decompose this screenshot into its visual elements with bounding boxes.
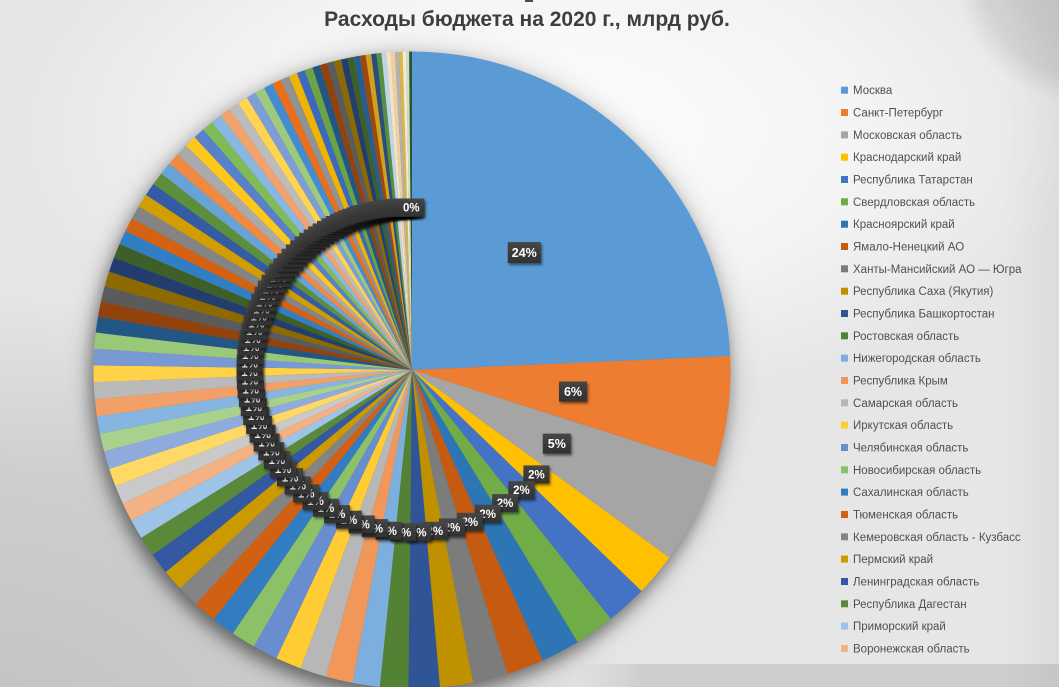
svg-text:2%: 2% — [479, 509, 496, 521]
svg-text:Новосибирская область: Новосибирская область — [853, 465, 981, 477]
svg-text:Ростовская область: Ростовская область — [853, 331, 959, 343]
svg-text:2%: 2% — [497, 498, 514, 510]
svg-text:Сахалинская область: Сахалинская область — [853, 487, 969, 499]
svg-text:Челябинская область: Челябинская область — [853, 443, 968, 455]
svg-text:2%: 2% — [461, 517, 478, 529]
svg-text:Московская область: Московская область — [853, 130, 962, 142]
svg-text:Воронежская область: Воронежская область — [853, 644, 970, 656]
svg-text:2%: 2% — [528, 470, 545, 482]
svg-text:Нижегородская область: Нижегородская область — [853, 353, 981, 365]
svg-text:Самарская область: Самарская область — [853, 398, 958, 410]
svg-text:Иркутская область: Иркутская область — [853, 420, 953, 432]
svg-text:Москва: Москва — [853, 85, 893, 97]
svg-text:Республика Крым: Республика Крым — [853, 376, 948, 388]
svg-text:2%: 2% — [444, 523, 461, 535]
svg-text:0%: 0% — [403, 203, 420, 215]
svg-text:Тюменская область: Тюменская область — [853, 510, 958, 522]
svg-text:Кемеровская область - Кузбасс: Кемеровская область - Кузбасс — [853, 532, 1021, 544]
svg-text:Пермский край: Пермский край — [853, 554, 933, 566]
svg-text:Приморский край: Приморский край — [853, 621, 946, 633]
svg-text:Республика Татарстан: Республика Татарстан — [853, 175, 973, 187]
svg-text:Краснодарский край: Краснодарский край — [853, 152, 961, 164]
svg-text:6%: 6% — [564, 385, 582, 399]
svg-text:Ленинградская область: Ленинградская область — [853, 577, 979, 589]
svg-text:5%: 5% — [548, 437, 566, 451]
svg-text:Республика Саха (Якутия): Республика Саха (Якутия) — [853, 286, 994, 298]
svg-text:Ямало-Ненецкий АО: Ямало-Ненецкий АО — [853, 242, 964, 254]
svg-text:Ханты-Мансийский АО — Югра: Ханты-Мансийский АО — Югра — [853, 264, 1022, 276]
svg-text:Республика Башкортостан: Республика Башкортостан — [853, 309, 995, 321]
svg-text:Свердловская область: Свердловская область — [853, 197, 975, 209]
svg-text:Санкт-Петербург: Санкт-Петербург — [853, 108, 943, 120]
svg-text:Красноярский край: Красноярский край — [853, 219, 955, 231]
svg-text:Республика Дагестан: Республика Дагестан — [853, 599, 967, 611]
svg-text:24%: 24% — [512, 246, 537, 260]
